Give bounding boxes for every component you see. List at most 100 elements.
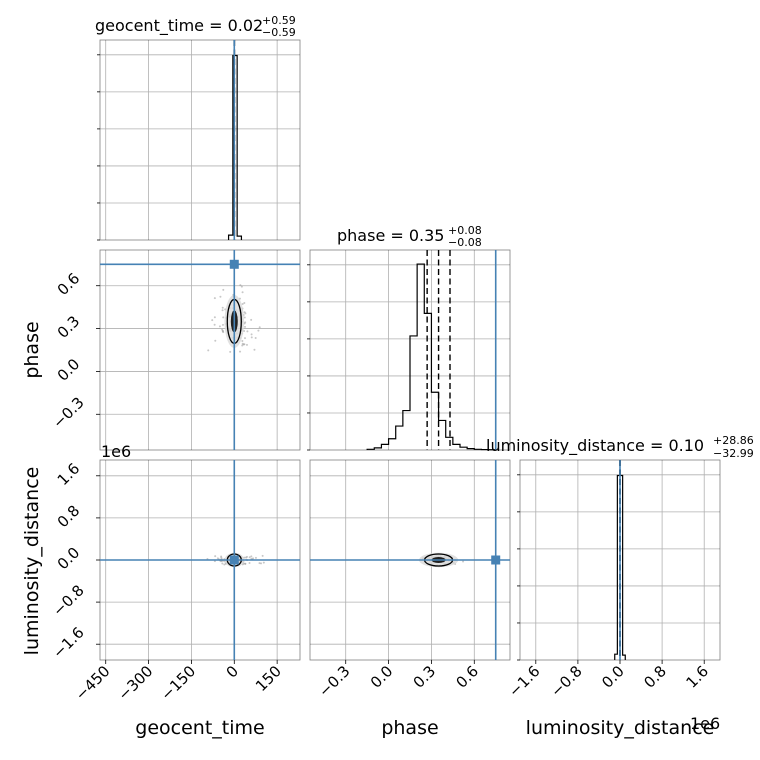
panel-geocent-time-vs-phase-sample-60	[219, 295, 222, 298]
panel-geocent-time-vs-luminosity-distance-sample-23	[221, 562, 224, 565]
title-geocent-time-main: geocent_time = 0.02	[95, 16, 263, 36]
ylabel-luminosity-distance: luminosity_distance	[21, 467, 43, 656]
panel-geocent-time-vs-luminosity-distance-sample-21	[214, 555, 217, 558]
ytick-label-phase-0: −0.3	[49, 394, 87, 432]
title-luminosity-distance-sup: +28.86	[713, 434, 754, 447]
panel-geocent-time-vs-phase-sample-81	[244, 312, 247, 315]
title-geocent-time-sup: +0.59	[262, 14, 296, 27]
panel-geocent-time-vs-luminosity-distance-sample-24	[246, 555, 249, 558]
panel-geocent-time-vs-phase-sample-69	[222, 288, 225, 291]
panel-geocent-time-vs-phase-sample-18	[218, 325, 221, 328]
panel-geocent-time-vs-luminosity-distance-sample-60	[242, 562, 245, 565]
panel-geocent-time-vs-luminosity-distance	[99, 459, 301, 661]
xtick-label-geocent-time-3: 0	[223, 662, 242, 681]
panel-geocent-time-vs-phase	[99, 249, 301, 451]
xtick-label-luminosity-distance-1: −0.8	[547, 662, 585, 700]
panel-geocent-time-vs-phase-sample-67	[243, 330, 246, 333]
ytick-label-phase-2: 0.3	[54, 312, 84, 342]
panel-phase-vs-luminosity-distance-truth-point	[491, 555, 501, 565]
xlabel-geocent-time: geocent_time	[135, 717, 264, 739]
hist-panel-phase	[307, 249, 511, 451]
panel-geocent-time-vs-phase-sample-65	[239, 284, 242, 287]
xtick-label-luminosity-distance-3: 0.8	[640, 662, 670, 692]
xtick-label-phase-1: 0.0	[367, 662, 397, 692]
panel-geocent-time-vs-phase-sample-83	[250, 333, 253, 336]
panel-geocent-time-vs-phase-sample-70	[244, 337, 247, 340]
panel-geocent-time-vs-phase-sample-14	[243, 302, 246, 305]
xtick-label-geocent-time-4: 150	[252, 662, 285, 695]
panel-geocent-time-vs-luminosity-distance-truth-point	[229, 555, 239, 565]
panel-phase-vs-luminosity-distance	[309, 459, 511, 661]
panel-geocent-time-vs-phase-sample-42	[241, 344, 244, 347]
panel-geocent-time-vs-phase-sample-12	[240, 285, 243, 288]
panel-geocent-time-vs-phase-sample-54	[241, 339, 244, 342]
panel-geocent-time-vs-luminosity-distance-sample-54	[261, 554, 264, 557]
ytick-label-phase-3: 0.6	[54, 269, 84, 299]
panel-geocent-time-vs-phase-sample-78	[241, 302, 244, 305]
panel-geocent-time-vs-phase-sample-57	[244, 321, 247, 324]
xtick-label-luminosity-distance-2: 0.0	[598, 662, 628, 692]
panel-geocent-time-vs-phase-sample-79	[213, 316, 216, 319]
title-phase-sub: −0.08	[448, 236, 482, 249]
panel-geocent-time-vs-phase-sample-88	[222, 316, 225, 319]
hist-panel-geocent-time-frame	[99, 39, 301, 241]
panel-geocent-time-vs-phase-sample-22	[250, 336, 253, 339]
panel-geocent-time-vs-phase-sample-68	[221, 323, 224, 326]
panel-geocent-time-vs-phase-sample-21	[221, 306, 224, 309]
xtick-label-luminosity-distance-4: 1.6	[682, 662, 712, 692]
panel-geocent-time-vs-luminosity-distance-sample-16	[244, 562, 247, 565]
panel-geocent-time-vs-phase-sample-84	[241, 342, 244, 345]
xtick-label-geocent-time-1: −300	[115, 662, 157, 704]
hist-panel-phase-frame	[309, 249, 511, 451]
title-luminosity-distance: luminosity_distance = 0.10	[486, 436, 704, 456]
panel-geocent-time-vs-phase-sample-38	[214, 339, 217, 342]
panel-geocent-time-vs-phase-sample-50	[243, 316, 246, 319]
panel-phase-vs-luminosity-distance-sample-74	[462, 560, 465, 563]
panel-geocent-time-vs-luminosity-distance-sample-48	[258, 562, 261, 565]
ytick-label-luminosity-distance-1: −0.8	[49, 581, 87, 619]
panel-geocent-time-vs-phase-sample-72	[241, 291, 244, 294]
ytick-label-luminosity-distance-3: 0.8	[54, 502, 84, 532]
panel-geocent-time-vs-phase-sample-74	[258, 326, 261, 329]
panel-geocent-time-vs-phase-sample-62	[207, 349, 210, 352]
hist-panel-luminosity-distance	[517, 459, 721, 661]
panel-geocent-time-vs-luminosity-distance-sample-55	[260, 562, 263, 565]
xtick-label-geocent-time-2: −150	[157, 662, 199, 704]
xlabel-phase: phase	[381, 717, 438, 739]
panel-geocent-time-vs-phase-sample-32	[221, 309, 224, 312]
ytick-label-luminosity-distance-4: 1.6	[54, 459, 84, 489]
panel-geocent-time-vs-luminosity-distance-sample-51	[262, 561, 265, 564]
panel-geocent-time-vs-luminosity-distance-sample-32	[223, 563, 226, 566]
title-phase-sup: +0.08	[448, 224, 482, 237]
xtick-label-phase-3: 0.6	[453, 662, 483, 692]
hist-panel-geocent-time	[97, 39, 301, 241]
panel-geocent-time-vs-phase-sample-37	[239, 350, 242, 353]
panel-geocent-time-vs-luminosity-distance-sample-89	[252, 557, 255, 560]
title-geocent-time-sub: −0.59	[262, 26, 296, 39]
panel-geocent-time-vs-phase-sample-15	[254, 337, 257, 340]
xtick-label-geocent-time-0: −450	[72, 662, 114, 704]
xtick-label-luminosity-distance-0: −1.6	[505, 662, 543, 700]
ytick-label-luminosity-distance-2: 0.0	[54, 544, 84, 574]
title-luminosity-distance-sub: −32.99	[713, 447, 754, 460]
panel-geocent-time-vs-phase-frame	[99, 249, 301, 451]
panel-geocent-time-vs-luminosity-distance-sample-40	[220, 555, 223, 558]
panel-geocent-time-vs-phase-truth-point	[229, 259, 239, 269]
ytick-label-phase-1: 0.0	[54, 355, 84, 385]
panel-geocent-time-vs-luminosity-distance-sample-47	[248, 561, 251, 564]
panel-geocent-time-vs-phase-sample-71	[221, 328, 224, 331]
panel-geocent-time-vs-phase-sample-58	[229, 350, 232, 353]
title-geocent-time: geocent_time = 0.02	[95, 16, 263, 36]
panel-geocent-time-vs-luminosity-distance-sample-76	[216, 557, 219, 560]
ylabel-phase: phase	[21, 321, 43, 378]
panel-geocent-time-vs-phase-sample-59	[213, 323, 216, 326]
panel-geocent-time-vs-phase-sample-86	[222, 331, 225, 334]
offset-label-x: 1e6	[690, 714, 720, 733]
panel-geocent-time-vs-luminosity-distance-sample-45	[248, 556, 251, 559]
xtick-label-phase-0: −0.3	[315, 662, 353, 700]
panel-geocent-time-vs-phase-sample-43	[257, 329, 260, 332]
panel-geocent-time-vs-phase-sample-47	[250, 318, 253, 321]
panel-geocent-time-vs-phase-sample-17	[253, 348, 256, 351]
panel-geocent-time-vs-luminosity-distance-sample-27	[250, 555, 253, 558]
